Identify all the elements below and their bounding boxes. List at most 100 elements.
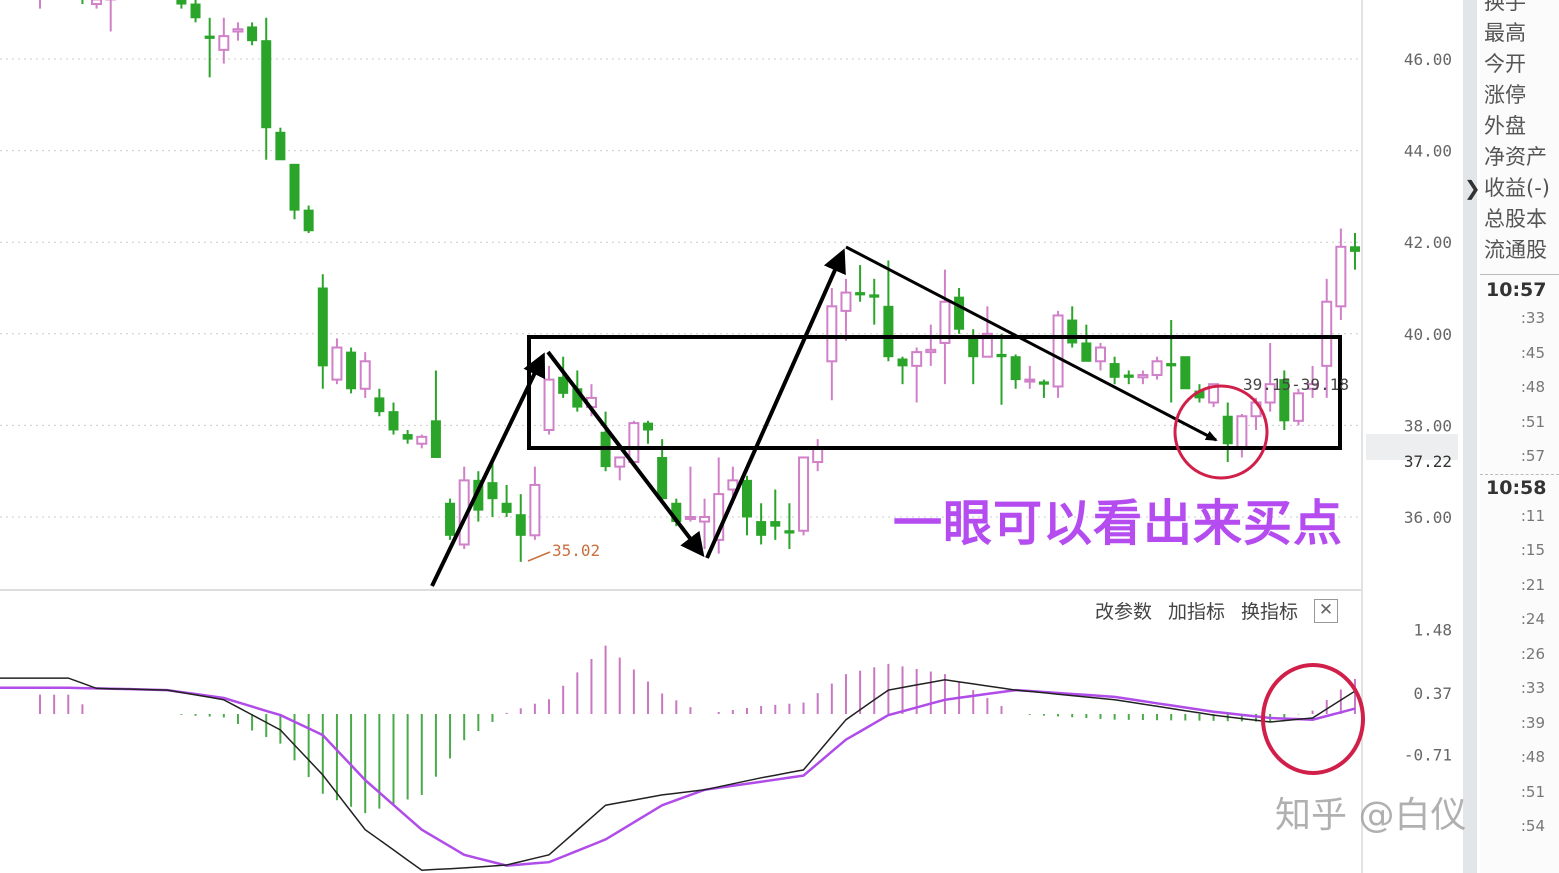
candle-body <box>515 514 526 536</box>
switch-indicator-button[interactable]: 换指标 <box>1241 601 1299 623</box>
watermark: 知乎 @白仪 <box>1275 795 1467 836</box>
time-tick: :33 <box>1520 309 1545 327</box>
candle <box>39 0 41 9</box>
down-arrow-1 <box>546 350 705 558</box>
candle <box>317 274 328 389</box>
info-label: 总股本 <box>1484 207 1547 231</box>
candle-body <box>1010 356 1021 381</box>
panel-splitter[interactable] <box>1463 0 1477 873</box>
time-tick: :26 <box>1520 644 1545 663</box>
current-price-bg <box>1366 434 1458 460</box>
candle <box>897 356 908 385</box>
candle-body <box>317 287 328 367</box>
time-tick: :57 <box>1520 447 1545 465</box>
candle <box>684 466 696 522</box>
price-tick-label: 38.00 <box>1404 416 1452 435</box>
candle-body <box>657 456 668 500</box>
dea-line <box>0 686 1356 867</box>
candle-body <box>954 296 965 330</box>
candle-body <box>190 3 201 19</box>
candle <box>840 278 852 341</box>
candle-body <box>798 456 810 532</box>
candle-body <box>1038 381 1049 385</box>
candle <box>996 333 1007 405</box>
time-tick: :48 <box>1520 378 1545 396</box>
candle-body <box>388 411 399 431</box>
candle <box>1350 233 1360 270</box>
candle-body <box>741 479 752 518</box>
candle <box>388 402 399 435</box>
candle <box>784 503 795 550</box>
candle <box>402 429 413 444</box>
candle <box>204 17 215 78</box>
candle <box>770 489 781 540</box>
time-tick: :39 <box>1520 713 1545 732</box>
candle <box>81 0 84 5</box>
edit-params-button[interactable]: 改参数 <box>1095 601 1153 623</box>
candle-body <box>1024 378 1036 383</box>
time-tick: :45 <box>1520 343 1545 362</box>
candle-body <box>91 0 103 6</box>
candle <box>458 466 470 550</box>
candle-body <box>1236 415 1248 450</box>
time-tick: :33 <box>1520 679 1545 697</box>
candle <box>218 17 230 64</box>
candle <box>981 306 993 358</box>
candle-body <box>812 447 824 464</box>
candle <box>826 288 838 401</box>
time-1057: 10:57 <box>1480 274 1559 301</box>
candle <box>911 347 923 403</box>
time-tick: :51 <box>1520 782 1545 801</box>
add-indicator-button[interactable]: 加指标 <box>1168 601 1226 623</box>
candle-body <box>643 422 654 431</box>
price-tick-label: 44.00 <box>1404 142 1452 161</box>
candle <box>925 324 937 366</box>
indicator-toolbar: 改参数 加指标 换指标 ✕ <box>1095 597 1339 624</box>
info-label: 外盘 <box>1484 114 1526 138</box>
candle <box>1052 310 1064 398</box>
candle-body <box>374 397 385 413</box>
candle <box>643 420 654 444</box>
candle <box>331 338 343 385</box>
up-arrow-2 <box>705 248 846 559</box>
time-tick: :51 <box>1520 412 1545 431</box>
buy-point-circle <box>1173 384 1269 480</box>
candle-body <box>770 521 781 527</box>
candle <box>1109 356 1120 385</box>
candle <box>1236 413 1248 458</box>
candle <box>1335 228 1347 321</box>
candle-body <box>756 521 767 536</box>
candle <box>501 484 512 517</box>
candle <box>176 0 187 9</box>
candle-body <box>614 456 626 468</box>
candle-body <box>331 346 343 381</box>
candle-body <box>218 35 230 51</box>
candle <box>1067 306 1078 348</box>
candle <box>1279 370 1290 430</box>
candle-body <box>1292 392 1304 422</box>
candle-body <box>261 40 272 129</box>
candle-body <box>826 305 838 363</box>
candle <box>883 260 894 362</box>
candle <box>1123 370 1134 385</box>
candle-body <box>968 335 979 358</box>
candle-body <box>359 360 371 390</box>
dif-line <box>0 677 1356 871</box>
candle-body <box>939 300 951 344</box>
candle <box>1264 342 1276 412</box>
candle <box>756 503 767 545</box>
collapse-arrow-icon[interactable]: ❯ <box>1464 176 1481 200</box>
candle <box>855 265 866 302</box>
macd-tick-label: -2.90 <box>1404 870 1452 873</box>
candle-body <box>232 28 244 33</box>
time-1058: 10:58 <box>1480 473 1559 499</box>
candle <box>261 17 272 160</box>
candle-body <box>699 516 711 523</box>
candle <box>346 347 357 394</box>
candle <box>529 466 541 540</box>
close-icon[interactable]: ✕ <box>1314 598 1339 623</box>
candle <box>614 456 626 481</box>
candle-body <box>897 358 908 367</box>
candle <box>1180 356 1191 390</box>
candle-body <box>543 378 555 431</box>
